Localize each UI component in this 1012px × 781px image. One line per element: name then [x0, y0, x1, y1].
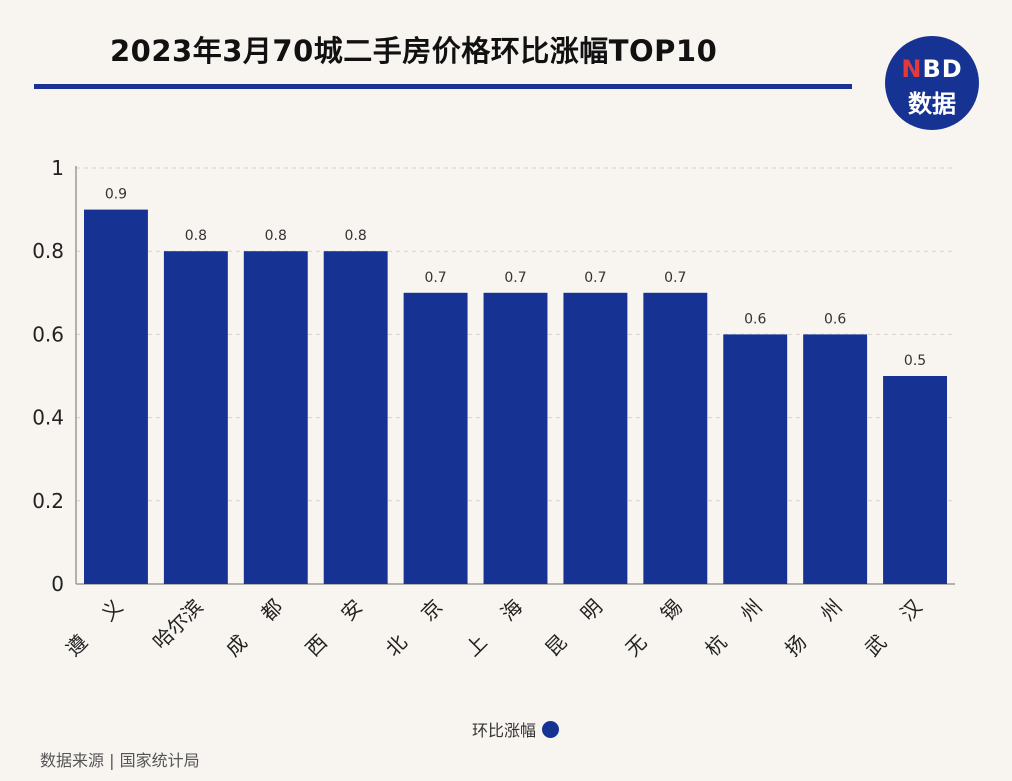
- y-tick-label: 0.2: [32, 489, 64, 513]
- x-tick-label: 武 汉: [860, 595, 926, 661]
- bar: [403, 292, 468, 584]
- x-tick-label: 无 锡: [620, 595, 686, 661]
- bar-value-label: 0.5: [904, 353, 926, 369]
- y-tick-label: 0.8: [32, 239, 64, 263]
- legend-swatch: [542, 720, 560, 738]
- logo-n: N: [901, 55, 923, 83]
- bar-value-label: 0.8: [185, 228, 207, 244]
- bar-value-label: 0.6: [744, 311, 766, 327]
- y-tick-label: 0.4: [32, 406, 64, 430]
- x-tick-label: 扬 州: [780, 595, 846, 661]
- bar: [323, 251, 388, 584]
- data-source: 数据来源 | 国家统计局: [40, 751, 200, 770]
- bar-value-label: 0.9: [105, 187, 127, 203]
- bar-value-label: 0.7: [584, 270, 606, 286]
- bar-value-label: 0.7: [504, 270, 526, 286]
- bar-value-label: 0.6: [824, 311, 846, 327]
- bar-value-label: 0.8: [345, 228, 367, 244]
- chart-title: 2023年3月70城二手房价格环比涨幅TOP10: [110, 34, 718, 68]
- bar: [243, 251, 308, 584]
- nbd-logo: NBD 数据: [885, 36, 979, 130]
- x-tick-label: 北 京: [381, 595, 447, 661]
- logo-data-text: 数据: [908, 90, 956, 118]
- bar: [163, 251, 228, 584]
- bar: [883, 376, 948, 584]
- x-tick-label: 哈尔滨: [148, 595, 207, 654]
- bar: [643, 292, 708, 584]
- y-tick-label: 0.6: [32, 322, 64, 346]
- y-tick-label: 1: [51, 156, 64, 180]
- bar: [563, 292, 628, 584]
- bar-value-label: 0.8: [265, 228, 287, 244]
- bar-value-label: 0.7: [664, 270, 686, 286]
- legend-label: 环比涨幅: [472, 721, 537, 740]
- title-underline: [34, 84, 852, 89]
- x-tick-label: 杭 州: [700, 595, 766, 661]
- bar: [83, 209, 148, 584]
- x-tick-label: 昆 明: [540, 595, 606, 661]
- legend: 环比涨幅: [472, 717, 560, 741]
- bar-value-label: 0.7: [424, 270, 446, 286]
- logo-bd: BD: [922, 55, 963, 83]
- x-tick-label: 遵 义: [61, 595, 127, 661]
- x-tick-label: 西 安: [301, 595, 367, 661]
- bar: [723, 334, 788, 584]
- bar: [803, 334, 868, 584]
- x-tick-label: 上 海: [461, 595, 527, 661]
- x-tick-label: 成 都: [221, 595, 287, 661]
- bar: [483, 292, 548, 584]
- y-tick-label: 0: [51, 572, 64, 596]
